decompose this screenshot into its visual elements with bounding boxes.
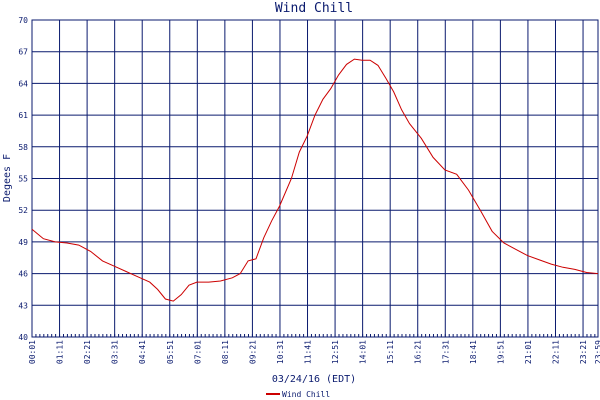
x-tick-label: 00:01 (28, 340, 37, 364)
y-axis-ticks: 40 43 46 49 52 55 58 61 64 67 70 (18, 16, 28, 342)
x-axis-label: 03/24/16 (EDT) (272, 374, 356, 385)
y-tick-label: 52 (18, 206, 28, 215)
x-tick-label: 01:11 (56, 340, 65, 364)
x-tick-label: 11:41 (304, 340, 313, 364)
x-tick-label: 16:21 (414, 340, 423, 364)
y-tick-label: 55 (18, 175, 28, 184)
y-tick-label: 70 (18, 16, 28, 25)
x-tick-label: 22:11 (551, 340, 560, 364)
y-tick-label: 49 (18, 238, 28, 247)
y-tick-label: 67 (18, 48, 28, 57)
y-axis-label: Degees F (2, 154, 13, 202)
chart-title: Wind Chill (275, 1, 353, 16)
x-tick-label: 15:11 (386, 340, 395, 364)
x-tick-label: 21:01 (524, 340, 533, 364)
y-tick-label: 64 (18, 79, 28, 88)
x-tick-label: 23:59 (594, 340, 600, 364)
y-tick-label: 58 (18, 143, 28, 152)
x-tick-label: 23:21 (579, 340, 588, 364)
x-tick-label: 12:51 (331, 340, 340, 364)
x-tick-label: 17:31 (441, 340, 450, 364)
x-tick-label: 10:31 (276, 340, 285, 364)
y-tick-label: 43 (18, 301, 28, 310)
x-tick-label: 02:21 (83, 340, 92, 364)
x-tick-label: 08:11 (221, 340, 230, 364)
plot-frame (31, 19, 599, 338)
x-tick-label: 14:01 (359, 340, 368, 364)
y-tick-label: 61 (18, 111, 28, 120)
x-tick-label: 04:41 (138, 340, 147, 364)
wind-chill-series-line (31, 58, 599, 302)
y-tick-label: 46 (18, 270, 28, 279)
x-tick-label: 18:41 (469, 340, 478, 364)
chart-grid (31, 19, 599, 338)
x-axis-ticks: 00:01 01:11 02:21 03:31 04:41 05:51 07:01 08:11… (28, 340, 600, 364)
y-tick-label: 40 (18, 333, 28, 342)
x-tick-label: 09:21 (248, 340, 257, 364)
x-tick-label: 07:01 (193, 340, 202, 364)
legend-label: Wind Chill (282, 390, 330, 399)
x-tick-label: 03:31 (111, 340, 120, 364)
x-tick-label: 05:51 (166, 340, 175, 364)
x-tick-label: 19:51 (496, 340, 505, 364)
